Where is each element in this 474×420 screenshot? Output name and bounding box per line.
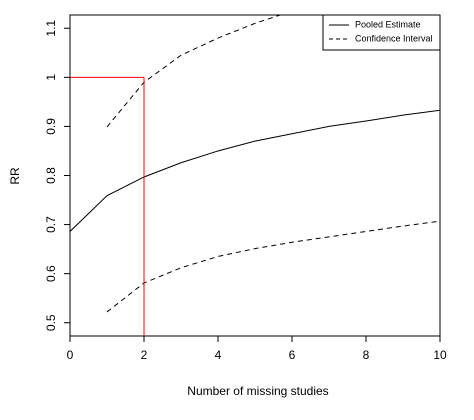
- x-tick-label: 10: [433, 348, 447, 362]
- x-tick-label: 4: [215, 348, 222, 362]
- y-tick-label: 0.9: [44, 118, 58, 135]
- y-tick-label: 0.5: [44, 314, 58, 331]
- y-tick-label: 1.1: [44, 20, 58, 37]
- x-tick-label: 0: [67, 348, 74, 362]
- y-axis-label: RR: [8, 167, 22, 185]
- y-tick-label: 0.6: [44, 265, 58, 282]
- x-tick-label: 8: [363, 348, 370, 362]
- legend-label: Confidence Interval: [355, 33, 433, 43]
- ci-lower: [106, 220, 440, 313]
- x-tick-label: 2: [141, 348, 148, 362]
- legend: Pooled Estimate Confidence Interval: [322, 14, 441, 51]
- y-tick-label: 0.8: [44, 167, 58, 184]
- line: [70, 109, 440, 232]
- plot-frame: [69, 14, 441, 337]
- x-axis-label: Number of missing studies: [187, 384, 328, 398]
- y-tick-label: 0.7: [44, 216, 58, 233]
- y-tick-label: 1: [44, 74, 58, 81]
- x-tick-label: 6: [289, 348, 296, 362]
- legend-box: [322, 14, 441, 51]
- legend-label: Pooled Estimate: [355, 19, 421, 29]
- plot-area: [70, 15, 440, 336]
